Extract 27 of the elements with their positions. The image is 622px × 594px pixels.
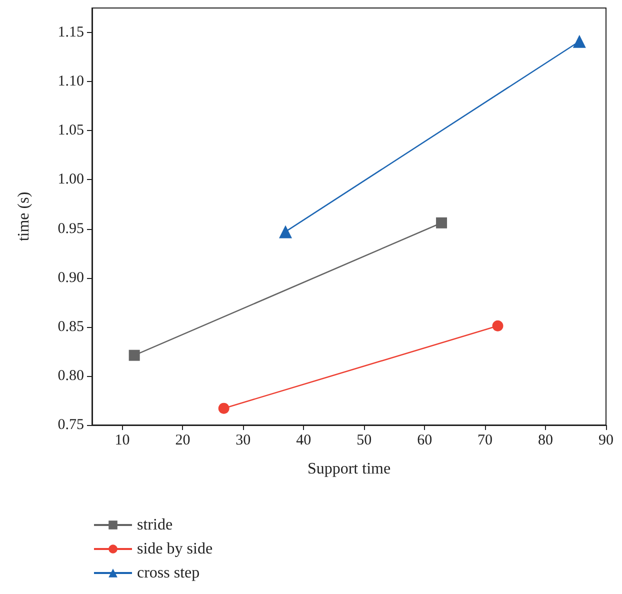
legend-label: stride bbox=[137, 516, 173, 534]
y-tick-label: 1.05 bbox=[58, 122, 84, 139]
y-tick-label: 0.85 bbox=[58, 318, 84, 335]
x-tick-label: 50 bbox=[356, 432, 372, 448]
point bbox=[128, 350, 140, 361]
x-axis-title: Support time bbox=[307, 460, 391, 478]
y-tick-label: 1.10 bbox=[58, 74, 84, 90]
y-axis-title: time (s) bbox=[16, 192, 32, 242]
y-tick-label: 0.80 bbox=[58, 368, 84, 384]
x-tick-label: 90 bbox=[598, 432, 614, 448]
x-tick-label: 10 bbox=[114, 432, 130, 448]
x-tick-label: 20 bbox=[175, 432, 190, 448]
point bbox=[436, 217, 448, 228]
point bbox=[218, 402, 230, 414]
legend-label: cross step bbox=[137, 564, 200, 582]
y-tick-label: 0.75 bbox=[58, 417, 84, 433]
y-tick-label: 0.90 bbox=[58, 270, 84, 286]
x-tick-label: 60 bbox=[417, 432, 432, 448]
x-tick-label: 30 bbox=[236, 432, 251, 448]
y-tick-label: 1.15 bbox=[58, 24, 84, 41]
point bbox=[492, 320, 504, 332]
x-tick-label: 80 bbox=[538, 432, 554, 448]
y-tick-label: 0.95 bbox=[58, 220, 84, 237]
y-tick-label: 1.00 bbox=[58, 172, 84, 188]
legend-label: side by side bbox=[137, 540, 213, 558]
x-tick-label: 70 bbox=[478, 432, 493, 448]
x-tick-label: 40 bbox=[296, 432, 312, 448]
